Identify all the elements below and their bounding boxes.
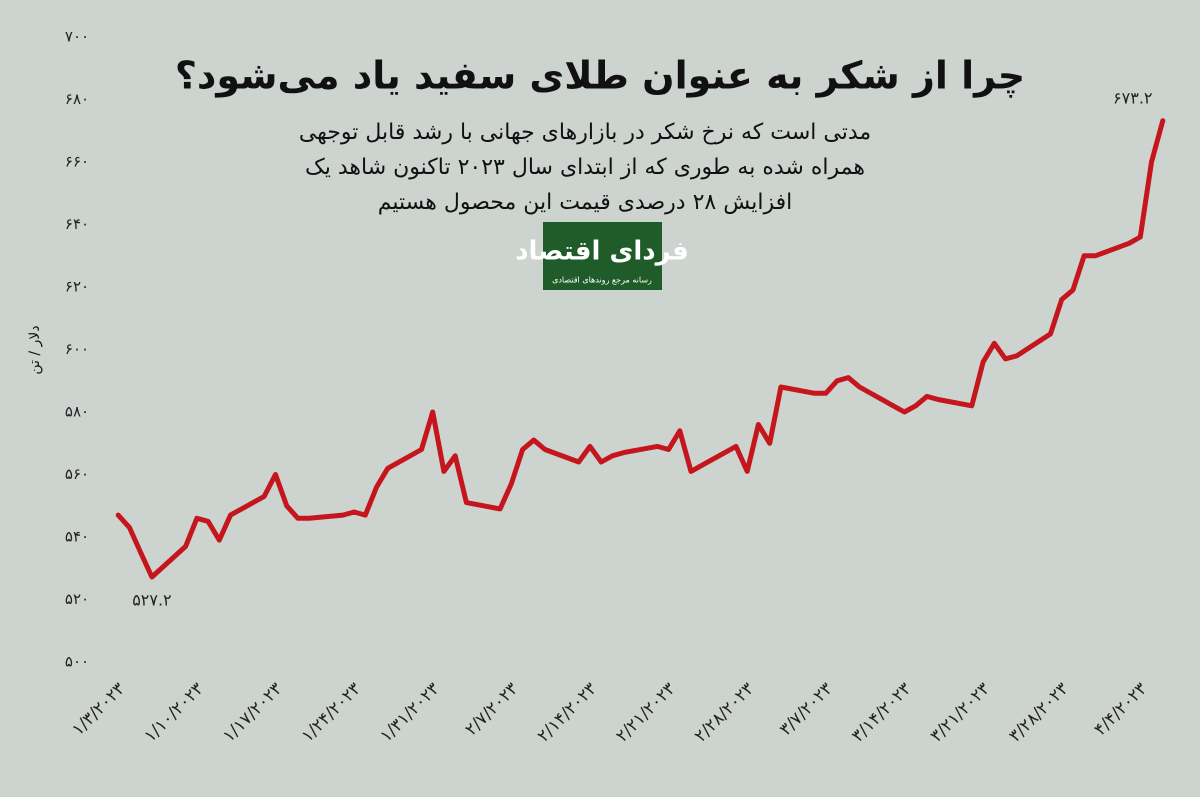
logo-tagline: رسانه مرجع روندهای اقتصادی bbox=[552, 276, 652, 285]
value-label: ۶۷۳.۲ bbox=[1113, 88, 1152, 107]
y-tick-label: ۶۰۰ bbox=[65, 340, 89, 358]
subtitle: افزایش ۲۸ درصدی قیمت این محصول هستیم bbox=[378, 190, 793, 215]
y-tick-label: ۵۴۰ bbox=[65, 528, 89, 546]
subtitle: مدتی است که نرخ شکر در بازارهای جهانی با… bbox=[299, 120, 871, 145]
subtitle: همراه شده به طوری که از ابتدای سال ۲۰۲۳ … bbox=[305, 155, 865, 180]
y-tick-label: ۶۶۰ bbox=[65, 153, 89, 171]
value-label: ۵۲۷.۲ bbox=[132, 591, 171, 610]
y-tick-label: ۵۸۰ bbox=[65, 403, 89, 421]
logo-box bbox=[543, 222, 662, 290]
y-tick-label: ۵۲۰ bbox=[65, 590, 89, 608]
y-tick-label: ۶۸۰ bbox=[65, 90, 89, 108]
logo-name: فردای اقتصاد bbox=[515, 237, 689, 267]
y-tick-label: ۶۲۰ bbox=[65, 278, 89, 296]
y-tick-label: ۵۶۰ bbox=[65, 465, 89, 483]
y-tick-label: ۵۰۰ bbox=[65, 653, 89, 671]
y-tick-label: ۷۰۰ bbox=[65, 28, 89, 46]
chart-title: چرا از شکر به عنوان طلای سفید یاد می‌شود… bbox=[175, 54, 1025, 98]
y-tick-label: ۶۴۰ bbox=[65, 215, 89, 233]
y-axis-title: دلار / تن bbox=[27, 325, 43, 374]
line bbox=[115, 118, 1166, 580]
